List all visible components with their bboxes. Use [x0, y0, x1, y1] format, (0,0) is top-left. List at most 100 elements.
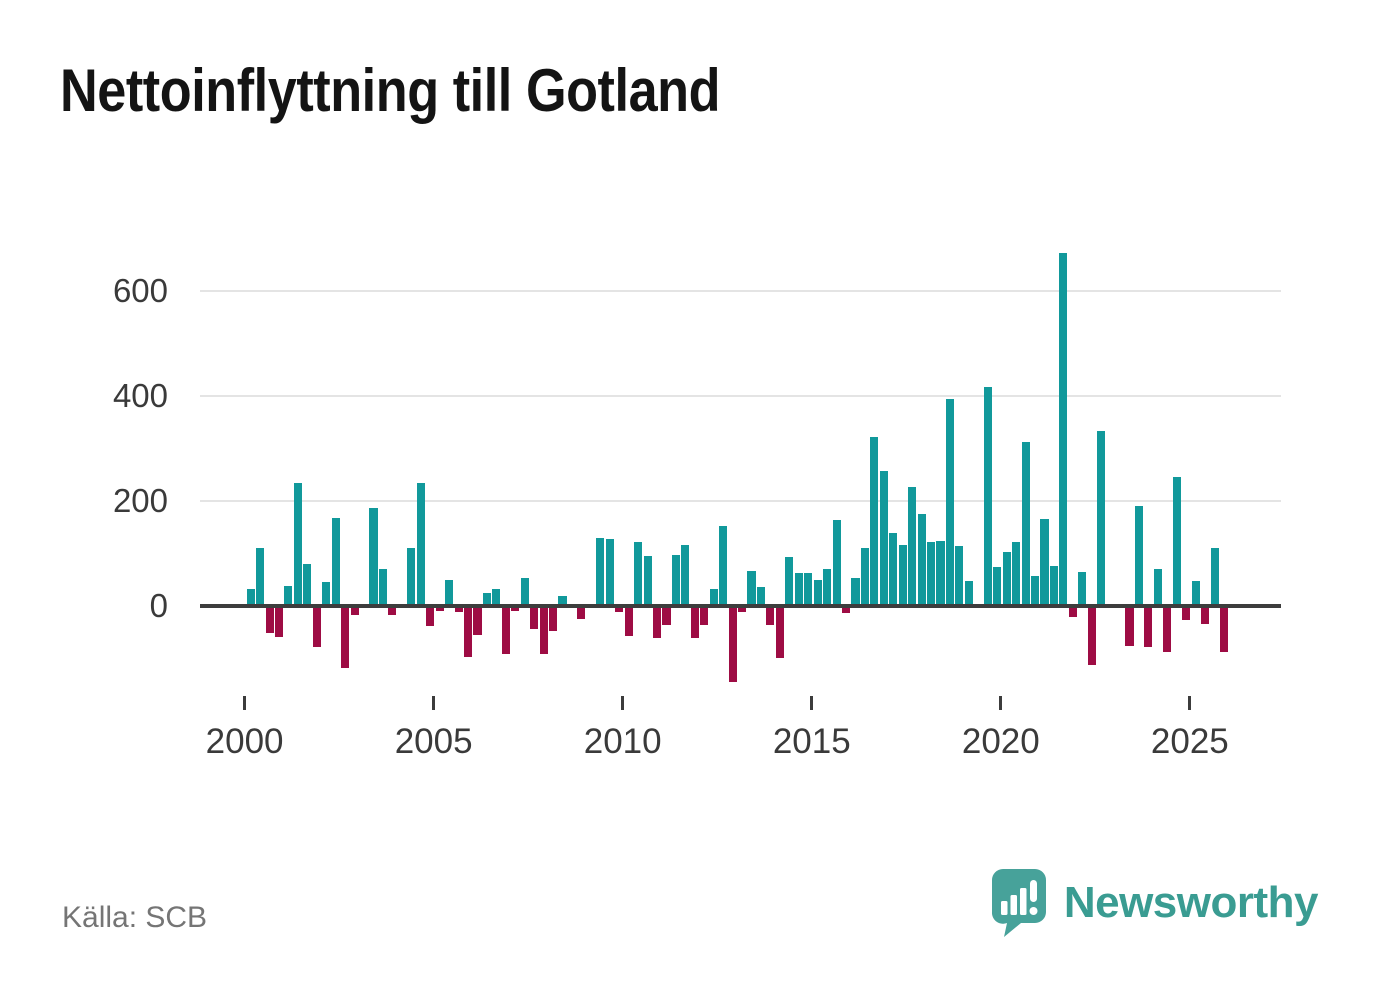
- bar-positive: [747, 571, 756, 606]
- bar-positive: [492, 589, 501, 606]
- source-label: Källa: SCB: [62, 901, 208, 934]
- newsworthy-logo-text: Newsworthy: [1063, 878, 1319, 927]
- x-axis-tick-2015: [810, 696, 814, 710]
- bar-negative: [473, 605, 482, 635]
- bar-positive: [520, 577, 529, 606]
- bar-positive: [643, 556, 652, 606]
- x-axis-label-2005: 2005: [394, 722, 473, 761]
- bar-positive: [832, 520, 841, 606]
- y-axis-label-600: 600: [112, 272, 168, 310]
- chart-title: Nettoinflyttning till Gotland: [60, 57, 721, 124]
- x-axis-tick-2025: [1188, 696, 1192, 710]
- bar-negative: [454, 605, 463, 613]
- bar-negative: [662, 605, 671, 625]
- bar-negative: [1163, 605, 1172, 653]
- logo-bar-2: [1010, 895, 1017, 915]
- bar-positive: [1097, 431, 1106, 606]
- bar-positive: [851, 577, 860, 606]
- bar-negative: [1125, 605, 1134, 647]
- x-axis-baseline: [200, 603, 1281, 608]
- bar-negative: [463, 605, 473, 657]
- bar-positive: [927, 541, 936, 606]
- bar-negative: [766, 605, 775, 625]
- newsworthy-logo-icon: [991, 869, 1046, 937]
- x-axis-label-2020: 2020: [961, 722, 1040, 761]
- x-axis-tick-2000: [243, 696, 247, 710]
- bar-negative: [738, 605, 747, 612]
- bar-positive: [369, 507, 378, 606]
- bar-positive: [1191, 580, 1200, 606]
- bar-negative: [530, 605, 539, 629]
- bar-positive: [1002, 551, 1011, 606]
- bar-positive: [917, 513, 926, 606]
- bar-positive: [785, 557, 794, 606]
- bar-negative: [1068, 605, 1077, 618]
- bar-negative: [426, 605, 435, 627]
- x-axis-label-2010: 2010: [583, 722, 662, 761]
- logo-bar-3: [1019, 888, 1027, 915]
- y-axis-label-0: 0: [149, 586, 168, 624]
- bar-positive: [605, 538, 614, 606]
- logo-exclamation-dot: [1029, 907, 1038, 915]
- bar-negative: [265, 605, 274, 634]
- bar-positive: [936, 540, 945, 606]
- x-axis-label-2000: 2000: [205, 722, 284, 761]
- bar-positive: [889, 533, 898, 606]
- y-axis-label-200: 200: [112, 481, 168, 519]
- bar-negative: [775, 605, 784, 658]
- bar-positive: [482, 592, 491, 606]
- bar-negative: [1220, 605, 1229, 653]
- bar-positive: [445, 580, 454, 606]
- bar-positive: [1030, 576, 1040, 606]
- gridline-600: [200, 290, 1281, 293]
- bar-negative: [1087, 605, 1096, 665]
- bar-positive: [1040, 518, 1049, 606]
- bar-negative: [274, 605, 284, 638]
- bar-negative: [615, 605, 624, 613]
- bar-positive: [284, 586, 293, 606]
- bar-positive: [964, 580, 973, 606]
- bar-positive: [879, 471, 888, 606]
- x-axis-tick-2020: [999, 696, 1003, 710]
- bar-positive: [756, 587, 766, 606]
- bar-negative: [700, 605, 709, 626]
- bar-positive: [823, 569, 832, 606]
- bar-negative: [511, 605, 520, 612]
- bar-positive: [1153, 568, 1162, 606]
- bar-positive: [1210, 547, 1219, 606]
- bar-positive: [870, 437, 879, 606]
- bar-positive: [860, 547, 869, 606]
- bar-negative: [435, 605, 444, 612]
- bar-positive: [945, 399, 955, 606]
- bar-negative: [549, 605, 558, 632]
- bar-negative: [388, 605, 397, 615]
- bar-positive: [293, 482, 302, 606]
- bar-positive: [813, 580, 822, 606]
- bar-positive: [993, 566, 1002, 606]
- bar-negative: [312, 605, 321, 648]
- x-axis-tick-2010: [621, 696, 625, 710]
- bar-positive: [596, 538, 605, 606]
- bar-positive: [416, 482, 425, 606]
- bar-positive: [1021, 442, 1030, 606]
- x-axis-label-2015: 2015: [772, 722, 851, 761]
- bar-positive: [955, 545, 964, 606]
- gridline-400: [200, 395, 1281, 397]
- bar-negative: [624, 605, 633, 636]
- bar-negative: [728, 605, 737, 683]
- bar-negative: [1182, 605, 1191, 620]
- bar-positive: [1012, 542, 1021, 606]
- bar-positive: [322, 581, 331, 606]
- bar-positive: [1172, 477, 1181, 606]
- x-axis-label-2025: 2025: [1150, 722, 1229, 761]
- bar-positive: [303, 564, 312, 606]
- x-axis-tick-2005: [432, 696, 436, 710]
- bar-positive: [804, 573, 813, 606]
- bar-negative: [350, 605, 359, 616]
- bar-positive: [246, 589, 255, 606]
- bar-positive: [908, 487, 917, 606]
- bar-positive: [407, 547, 416, 606]
- bar-positive: [558, 596, 567, 606]
